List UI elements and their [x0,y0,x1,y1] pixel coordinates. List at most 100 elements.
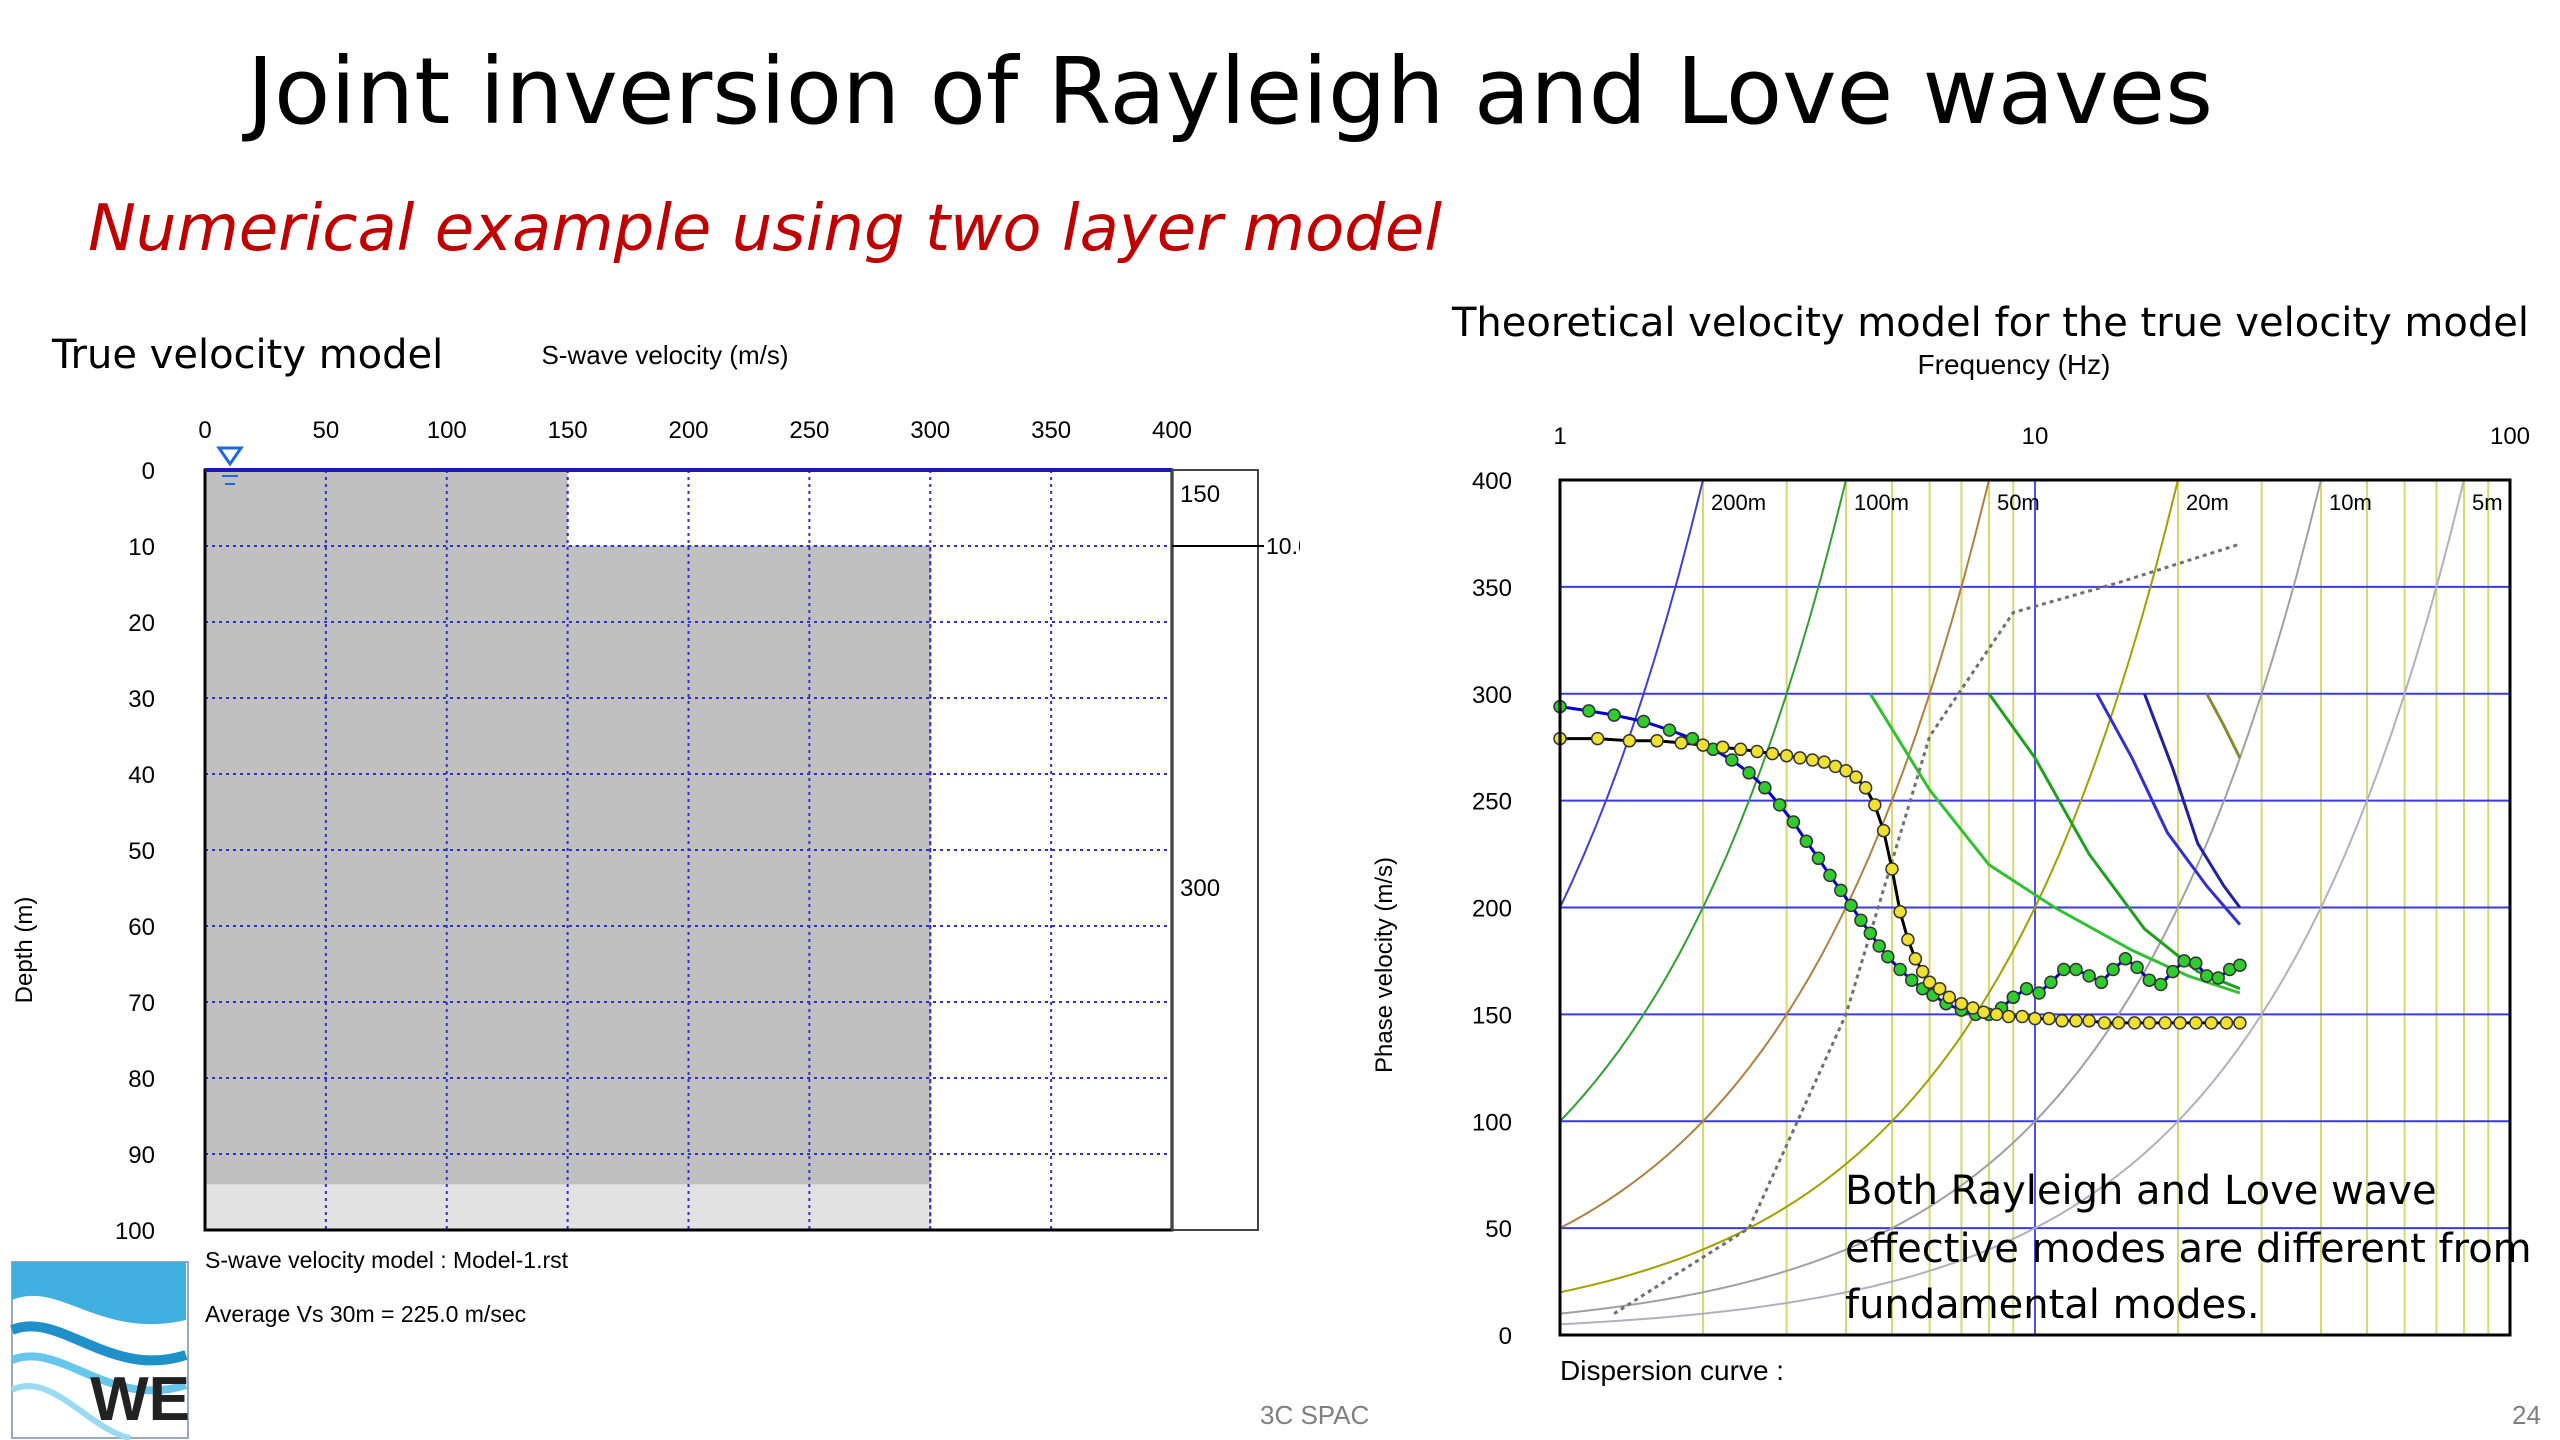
love-effective-point [2055,1014,2069,1028]
velocity-profile-line [566,470,932,1230]
layer-fill-1 [205,470,568,546]
y-tick-label: 60 [128,914,155,941]
rayleigh-effective-point [2200,969,2214,983]
love-effective-point [2028,1011,2042,1026]
y-tick-label: 10 [128,534,155,561]
wavelength-label: 10m [2329,490,2372,515]
slide-title: Joint inversion of Rayleigh and Love wav… [246,38,2214,145]
love-effective-point [1696,738,1710,752]
love-effective-point [1868,798,1882,812]
logo-text: WE [90,1365,190,1434]
love-effective-point [2219,1016,2234,1030]
love-effective-point [2069,1014,2083,1028]
love-effective-point [1839,763,1853,778]
love-effective-point [1885,862,1899,876]
rayleigh-effective-point [2106,962,2120,977]
love-effective-point [1942,990,1957,1005]
average-vs-label: Average Vs 30m = 225.0 m/sec [205,1301,526,1327]
layer-side-panel [1171,469,1259,1231]
love-effective-point [1805,753,1820,767]
y-axis-title: Phase velocity (m/s) [1371,857,1398,1073]
rayleigh-effective-point [1758,781,1772,795]
rayleigh-effective-point [1662,723,1677,737]
love-effective-point [1715,740,1730,754]
x-tick-label: 1 [1553,423,1566,450]
rayleigh-effective-point [1834,883,1848,898]
wavelength-label: 20m [2186,490,2229,515]
x-tick-label: 0 [198,417,211,444]
layer-1-vs-label: 150 [1180,481,1220,508]
love-effective-point [2042,1011,2056,1026]
love-effective-point [1622,734,1637,748]
rayleigh-effective-point [1823,868,1837,883]
x-tick-label: 10 [2022,423,2049,450]
y-tick-label: 40 [128,762,155,789]
higher-mode-curve [1987,692,2241,991]
layer-2-vs-label: 300 [1180,875,1220,902]
love-effective-point [1893,905,1907,919]
x-tick-label: 100 [427,417,467,444]
rayleigh-effective-point [1811,851,1826,866]
rayleigh-effective-point [1685,731,1700,746]
rayleigh-effective-point [1863,926,1878,940]
rayleigh-effective-point [1725,753,1739,767]
love-effective-point [2233,1016,2247,1030]
y-axis-title: Depth (m) [11,897,38,1004]
love-effective-point [1876,823,1891,838]
higher-mode-curve [2205,693,2242,759]
higher-mode-curve [2143,693,2242,909]
love-effective-point [2173,1016,2187,1030]
y-tick-label: 150 [1472,1002,1512,1029]
love-effective-point [1779,748,1794,763]
we-wave-logo: WE [10,1261,190,1440]
love-effective-point [2189,1016,2203,1030]
love-effective-point [1915,964,1930,979]
wavelength-curve [1559,479,1847,1122]
dispersion-chart: Frequency (Hz) Phase velocity (m/s) Disp… [1371,349,2530,1386]
love-effective-point [1954,996,1969,1011]
y-tick-label: 250 [1472,789,1512,816]
rayleigh-effective-point [2044,975,2058,990]
love-effective-point [1858,781,1873,795]
rayleigh-effective-point [2233,958,2247,972]
wavelength-label: 200m [1711,490,1766,515]
y-tick-label: 100 [115,1218,155,1245]
rayleigh-effective-point [2082,969,2096,983]
rayleigh-effective-point [1881,949,1895,964]
love-effective-point [1932,981,1947,996]
x-tick-label: 300 [910,417,950,444]
love-effective-point [1765,746,1780,761]
y-tick-label: 400 [1472,468,1512,495]
love-effective-point [2111,1016,2126,1030]
page-number: 24 [2512,1400,2541,1430]
rayleigh-effective-point [2177,954,2191,968]
x-tick-label: 400 [1152,417,1192,444]
velocity-model-chart: 0 50 100 150 200 250 300 350 400 0 10 20 30 40 50 60 70 8… [11,340,1300,1327]
love-effective-point [1989,1007,2004,1022]
footer-label: 3C SPAC [1260,1400,1370,1430]
love-effective-point [1674,736,1689,750]
y-tick-label: 200 [1472,896,1512,923]
x-tick-label: 100 [2490,423,2530,450]
love-effective-point [2127,1016,2142,1030]
right-chart-caption: Theoretical velocity model for the true … [1452,300,2529,346]
rayleigh-effective-point [1904,973,1919,987]
plot-frame [1558,478,2512,1337]
wavelength-curve [1559,479,2322,1315]
rayleigh-effective-point [2006,990,2021,1005]
love-effective-point [2142,1016,2157,1030]
love-effective-point [2015,1009,2029,1024]
love-effective-point [1650,734,1664,748]
x-axis-title: S-wave velocity (m/s) [541,340,788,370]
y-tick-label: 50 [128,838,155,865]
rayleigh-effective-point [1636,714,1651,729]
love-effective-point [1849,770,1863,784]
rayleigh-effective-point [2211,971,2225,985]
x-tick-label: 350 [1031,417,1071,444]
rayleigh-effective-point [1607,708,1621,722]
wavelength-curve [1559,479,1704,908]
love-effective-point [1901,932,1915,947]
rayleigh-effective-point [1582,704,1596,718]
love-effective-point [1817,755,1831,769]
love-effective-point [1908,952,1923,966]
